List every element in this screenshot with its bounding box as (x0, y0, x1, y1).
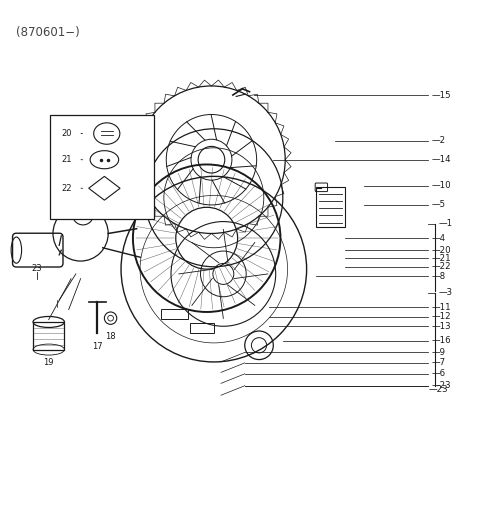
Bar (49, 115, 155, 219)
Text: 23: 23 (32, 264, 42, 273)
Text: —2: —2 (432, 136, 446, 145)
Text: —9: —9 (432, 348, 446, 357)
Text: —22: —22 (432, 262, 451, 271)
Text: 21: 21 (61, 155, 72, 164)
Text: 17: 17 (92, 342, 103, 351)
Text: 19: 19 (44, 358, 54, 367)
Text: 20: 20 (61, 129, 72, 138)
Text: —20: —20 (432, 245, 451, 255)
Text: 18: 18 (105, 332, 116, 341)
Text: 22: 22 (61, 184, 72, 193)
Text: —14: —14 (432, 155, 451, 164)
Text: —8: —8 (432, 272, 446, 281)
Text: —1: —1 (439, 220, 453, 228)
Text: —13: —13 (432, 322, 451, 331)
Text: —23: —23 (432, 381, 451, 390)
Text: —6: —6 (432, 369, 446, 378)
Text: —11: —11 (432, 302, 451, 312)
Text: —7: —7 (432, 359, 446, 368)
Text: —16: —16 (432, 336, 451, 345)
Text: —10: —10 (432, 181, 451, 190)
Text: —3: —3 (439, 288, 453, 297)
Text: —21: —21 (432, 254, 451, 263)
Text: —5: —5 (432, 200, 446, 210)
Text: —4: —4 (432, 234, 446, 243)
Text: (870601−): (870601−) (16, 26, 80, 39)
Text: —12: —12 (432, 312, 451, 321)
Text: —15: —15 (432, 91, 451, 100)
Text: —23: —23 (429, 385, 448, 394)
